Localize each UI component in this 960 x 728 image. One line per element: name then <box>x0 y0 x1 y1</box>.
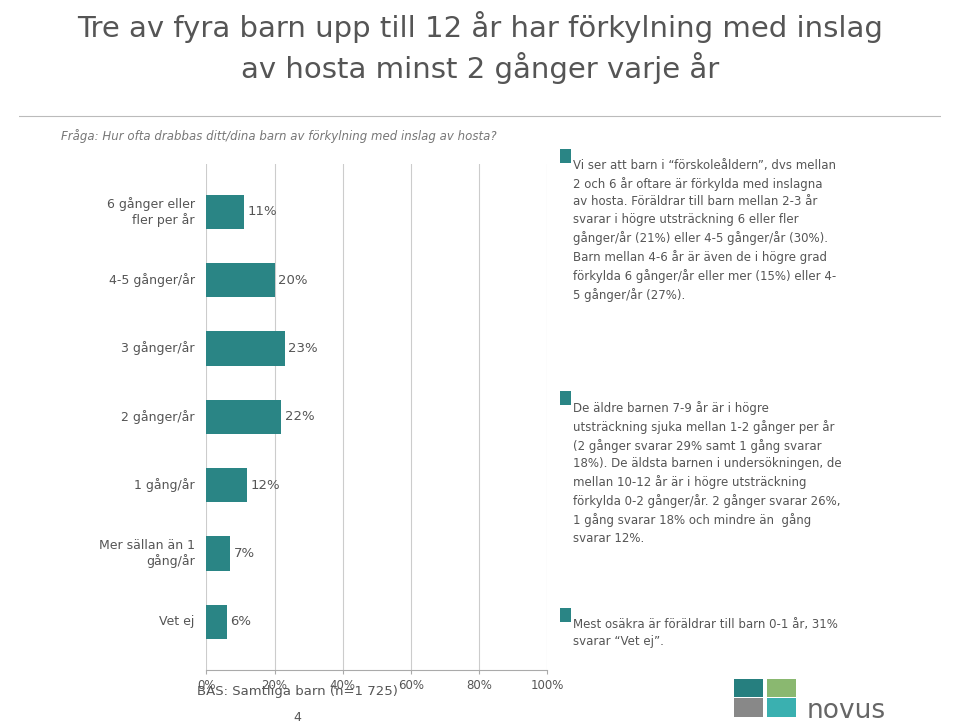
Bar <box>733 678 763 697</box>
Text: Tre av fyra barn upp till 12 år har förkylning med inslag
av hosta minst 2 gånge: Tre av fyra barn upp till 12 år har förk… <box>77 11 883 84</box>
Bar <box>560 391 571 405</box>
Text: 6%: 6% <box>230 615 252 628</box>
Bar <box>206 537 230 571</box>
Bar <box>206 468 248 502</box>
Bar <box>767 698 796 716</box>
Text: 23%: 23% <box>288 342 318 355</box>
Bar <box>560 608 571 622</box>
Bar <box>560 149 571 163</box>
Text: 22%: 22% <box>285 411 315 423</box>
Text: Vi ser att barn i “förskoleåldern”, dvs mellan
2 och 6 år oftare är förkylda med: Vi ser att barn i “förskoleåldern”, dvs … <box>573 159 836 301</box>
Text: 12%: 12% <box>251 478 280 491</box>
Text: Fråga: Hur ofta drabbas ditt/dina barn av förkylning med inslag av hosta?: Fråga: Hur ofta drabbas ditt/dina barn a… <box>60 130 496 143</box>
Text: De äldre barnen 7-9 år är i högre
utsträckning sjuka mellan 1-2 gånger per år
(2: De äldre barnen 7-9 år är i högre utsträ… <box>573 401 842 545</box>
Text: 20%: 20% <box>278 274 307 287</box>
Bar <box>767 678 796 697</box>
Bar <box>206 400 281 434</box>
Text: novus: novus <box>806 698 886 724</box>
Bar <box>733 698 763 716</box>
Bar <box>206 605 227 639</box>
Bar <box>206 263 275 297</box>
Text: 11%: 11% <box>248 205 276 218</box>
Text: 7%: 7% <box>233 547 254 560</box>
Text: Mest osäkra är föräldrar till barn 0-1 år, 31%
svarar “Vet ej”.: Mest osäkra är föräldrar till barn 0-1 å… <box>573 617 838 648</box>
Text: 4: 4 <box>294 711 301 724</box>
Bar <box>206 194 244 229</box>
Text: BAS: Samtliga barn (n=1 725): BAS: Samtliga barn (n=1 725) <box>197 684 398 697</box>
Bar <box>206 331 285 365</box>
